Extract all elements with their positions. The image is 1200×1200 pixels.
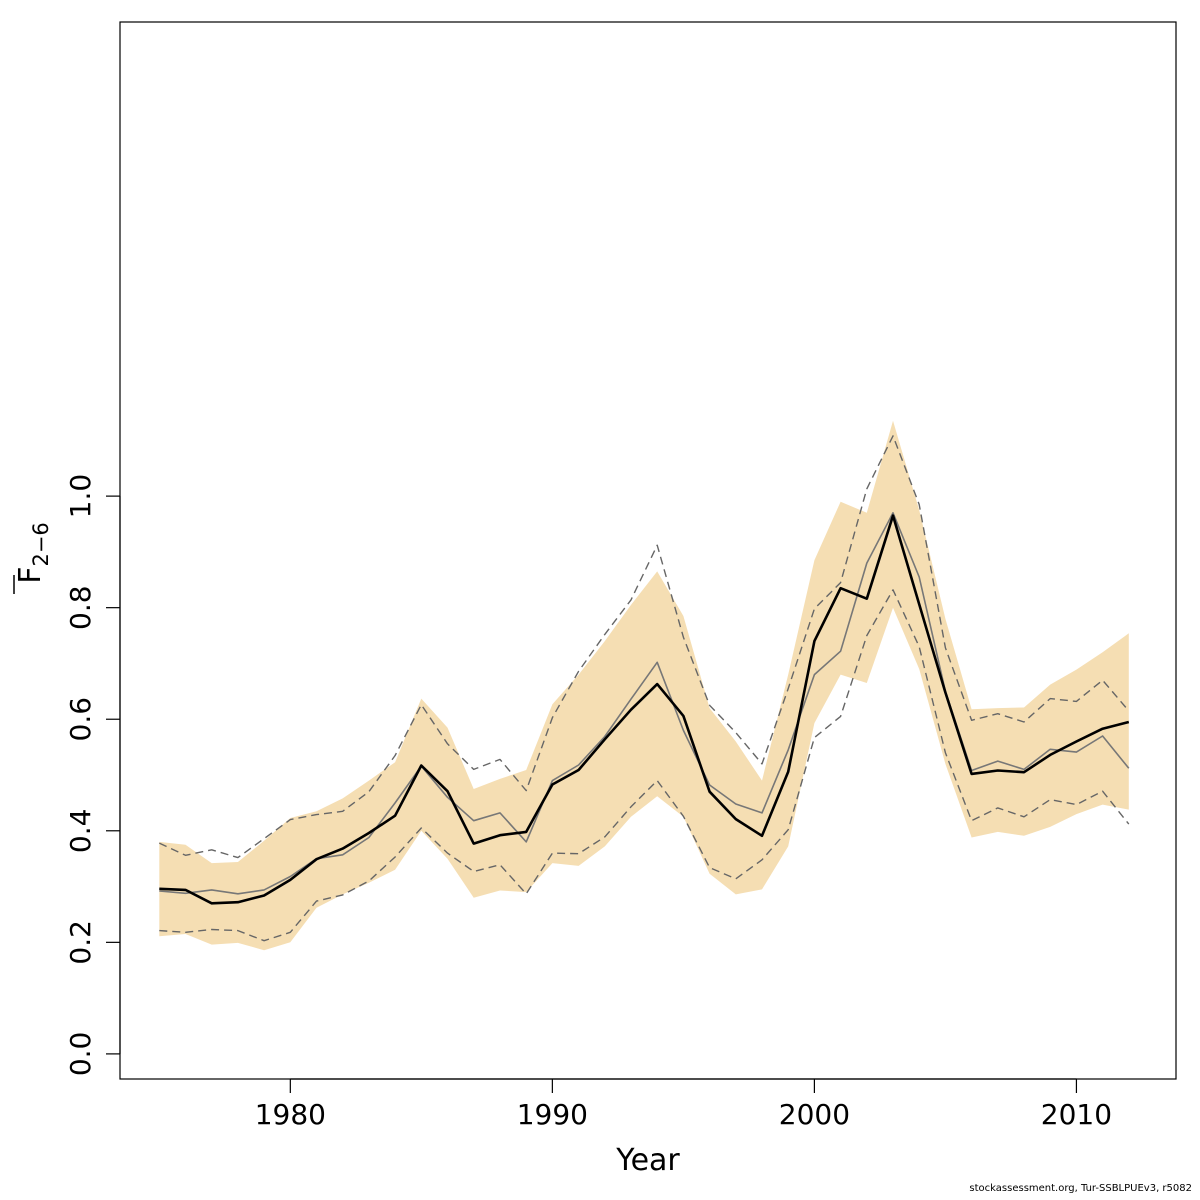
x-tick-label: 1980 <box>255 1098 326 1131</box>
x-tick-label: 2000 <box>779 1098 850 1131</box>
y-axis: 0.0 0.2 0.4 0.6 0.8 1.0 <box>64 474 121 1077</box>
y-axis-title: F2−6 <box>13 522 53 594</box>
y-tick-label: 0.0 <box>64 1032 97 1077</box>
y-tick-label: 0.8 <box>64 585 97 630</box>
series-lines-layer <box>159 435 1130 942</box>
x-axis-title: Year <box>615 1143 680 1178</box>
y-axis-title-main: F <box>13 567 48 584</box>
series-line-estimate <box>159 514 1130 905</box>
y-tick-label: 0.2 <box>64 920 97 965</box>
confidence-band-layer <box>159 420 1129 951</box>
x-tick-label: 2010 <box>1041 1098 1112 1131</box>
confidence-band <box>159 420 1129 951</box>
x-tick-label: 1990 <box>517 1098 588 1131</box>
x-axis: 1980 1990 2000 2010 <box>255 1078 1112 1131</box>
series-line-alternative-lower <box>159 589 1130 942</box>
y-axis-title-sub: 2−6 <box>29 522 53 566</box>
y-tick-label: 1.0 <box>64 474 97 519</box>
y-tick-label: 0.4 <box>64 809 97 854</box>
footer-credit: stockassessment.org, Tur-SSBLPUEv3, r508… <box>969 1183 1192 1194</box>
y-tick-label: 0.6 <box>64 697 97 742</box>
svg-text:F2−6: F2−6 <box>13 522 53 584</box>
series-line-alternative-upper <box>159 435 1130 859</box>
